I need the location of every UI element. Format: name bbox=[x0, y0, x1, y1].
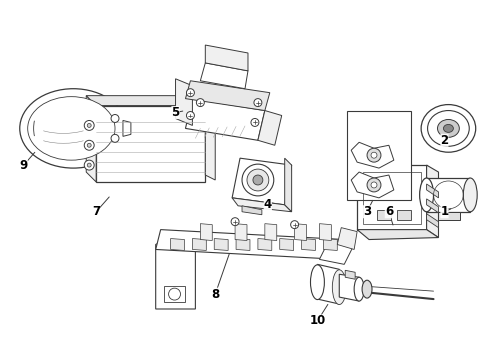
Text: 9: 9 bbox=[20, 159, 28, 172]
Circle shape bbox=[251, 118, 259, 126]
Polygon shape bbox=[205, 45, 248, 71]
Polygon shape bbox=[351, 142, 394, 168]
Circle shape bbox=[196, 99, 204, 107]
Polygon shape bbox=[301, 239, 316, 251]
Polygon shape bbox=[123, 121, 131, 136]
Ellipse shape bbox=[464, 178, 477, 212]
Text: 6: 6 bbox=[385, 205, 393, 218]
Ellipse shape bbox=[20, 89, 127, 168]
Polygon shape bbox=[232, 158, 292, 205]
Polygon shape bbox=[319, 224, 331, 240]
Polygon shape bbox=[318, 264, 339, 304]
Circle shape bbox=[291, 221, 298, 229]
Polygon shape bbox=[427, 165, 439, 238]
Text: 5: 5 bbox=[172, 106, 180, 119]
Text: 10: 10 bbox=[309, 314, 325, 327]
Polygon shape bbox=[427, 184, 439, 198]
Text: 4: 4 bbox=[264, 198, 272, 211]
Circle shape bbox=[84, 121, 94, 130]
Polygon shape bbox=[235, 224, 247, 240]
Bar bbox=[363, 172, 420, 224]
Polygon shape bbox=[214, 239, 228, 251]
Circle shape bbox=[87, 163, 91, 167]
Polygon shape bbox=[200, 63, 248, 89]
Ellipse shape bbox=[419, 178, 434, 212]
Circle shape bbox=[367, 178, 381, 192]
Polygon shape bbox=[258, 239, 272, 251]
Ellipse shape bbox=[428, 111, 469, 146]
Polygon shape bbox=[427, 178, 470, 212]
Ellipse shape bbox=[332, 270, 346, 305]
Polygon shape bbox=[339, 274, 359, 301]
Polygon shape bbox=[232, 198, 292, 212]
Polygon shape bbox=[439, 212, 460, 220]
Ellipse shape bbox=[28, 96, 115, 160]
Circle shape bbox=[367, 148, 381, 162]
Polygon shape bbox=[319, 239, 354, 264]
Polygon shape bbox=[357, 230, 439, 239]
Text: 2: 2 bbox=[441, 134, 448, 147]
Bar bbox=[377, 210, 391, 220]
Circle shape bbox=[111, 134, 119, 142]
Circle shape bbox=[247, 169, 269, 191]
Polygon shape bbox=[285, 158, 292, 212]
Ellipse shape bbox=[421, 105, 476, 152]
Polygon shape bbox=[427, 214, 439, 228]
Polygon shape bbox=[185, 81, 270, 111]
Polygon shape bbox=[345, 270, 355, 279]
Bar bbox=[397, 210, 411, 220]
Circle shape bbox=[242, 164, 274, 196]
Text: 1: 1 bbox=[441, 205, 448, 218]
Polygon shape bbox=[156, 230, 344, 260]
Text: 8: 8 bbox=[211, 288, 220, 301]
Polygon shape bbox=[427, 199, 439, 213]
Polygon shape bbox=[171, 239, 184, 251]
Circle shape bbox=[84, 140, 94, 150]
Polygon shape bbox=[86, 96, 205, 105]
Circle shape bbox=[253, 175, 263, 185]
Circle shape bbox=[87, 143, 91, 147]
Circle shape bbox=[231, 218, 239, 226]
Circle shape bbox=[87, 123, 91, 127]
Polygon shape bbox=[351, 172, 394, 198]
Circle shape bbox=[254, 99, 262, 107]
Polygon shape bbox=[280, 239, 294, 251]
Polygon shape bbox=[200, 224, 212, 240]
Polygon shape bbox=[96, 105, 205, 182]
Polygon shape bbox=[337, 228, 357, 249]
Polygon shape bbox=[86, 96, 96, 182]
Ellipse shape bbox=[362, 280, 372, 298]
Ellipse shape bbox=[443, 125, 453, 132]
Polygon shape bbox=[323, 239, 337, 251]
Ellipse shape bbox=[311, 265, 324, 300]
Text: 7: 7 bbox=[92, 205, 100, 218]
Text: 3: 3 bbox=[363, 205, 371, 218]
Polygon shape bbox=[242, 206, 262, 215]
Polygon shape bbox=[205, 105, 215, 180]
Circle shape bbox=[187, 112, 195, 120]
Circle shape bbox=[371, 152, 377, 158]
Polygon shape bbox=[294, 224, 307, 240]
Polygon shape bbox=[156, 235, 196, 309]
Polygon shape bbox=[236, 239, 250, 251]
Polygon shape bbox=[175, 79, 193, 125]
Circle shape bbox=[371, 182, 377, 188]
Circle shape bbox=[187, 89, 195, 96]
Polygon shape bbox=[258, 111, 282, 145]
Circle shape bbox=[169, 288, 180, 300]
Polygon shape bbox=[347, 111, 411, 200]
Bar bbox=[164, 286, 185, 302]
Ellipse shape bbox=[438, 120, 459, 137]
Circle shape bbox=[111, 114, 119, 122]
Ellipse shape bbox=[354, 277, 364, 301]
Polygon shape bbox=[357, 165, 427, 230]
Polygon shape bbox=[185, 99, 265, 140]
Circle shape bbox=[84, 160, 94, 170]
Polygon shape bbox=[265, 224, 277, 240]
Polygon shape bbox=[193, 239, 206, 251]
